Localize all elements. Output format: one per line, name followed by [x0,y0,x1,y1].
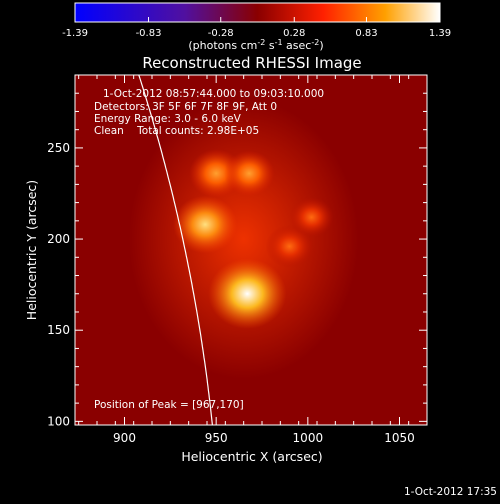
colorbar-tick-label: -1.39 [62,28,88,39]
colorbar [74,2,441,23]
y-axis-label: Heliocentric Y (arcsec) [24,180,39,320]
source-blob [224,150,275,197]
colorbar-tick-label: 1.39 [429,28,451,39]
peak-position-label: Position of Peak = [967,170] [94,399,244,411]
y-tick-label: 100 [47,414,70,428]
chart-title: Reconstructed RHESSI Image [142,54,361,72]
y-tick-label: 200 [47,232,70,246]
colorbar-tick-label: -0.83 [136,28,162,39]
colorbar-unit-label: (photons cm-2 s-1 asec-2) [188,38,323,52]
y-tick-label: 250 [47,141,70,155]
colorbar-tick-label: -0.28 [208,28,234,39]
colorbar-ticks: -1.39 -0.83 -0.28 0.28 0.83 1.39 [62,17,451,39]
source-blob [208,258,287,329]
source-blob [265,224,314,268]
info-clean-counts: Clean Total counts: 2.98E+05 [94,125,259,137]
heatmap-sources [128,99,359,380]
info-detectors: Detectors: 3F 5F 6F 7F 8F 9F, Att 0 [94,101,277,113]
footer-date: 1-Oct-2012 17:35 [404,486,497,498]
colorbar-tick-label: 0.83 [355,28,377,39]
diffuse-emission [128,99,359,380]
solar-limb-curve [138,75,214,425]
info-energy-range: Energy Range: 3.0 - 6.0 keV [94,113,242,125]
x-tick-label: 1000 [293,431,324,445]
x-axis-label: Heliocentric X (arcsec) [181,449,322,464]
source-blob [173,195,238,254]
colorbar-tick-label: 0.28 [283,28,305,39]
x-tick-label: 900 [113,431,136,445]
source-blob [289,197,334,238]
x-tick-label: 950 [205,431,228,445]
axis-ticks: 900 950 1000 1050 100 150 200 250 [47,74,428,445]
info-time-range: 1-Oct-2012 08:57:44.000 to 09:03:10.000 [103,88,324,100]
y-tick-label: 150 [47,323,70,337]
x-tick-label: 1050 [384,431,415,445]
plot-frame [74,74,428,426]
